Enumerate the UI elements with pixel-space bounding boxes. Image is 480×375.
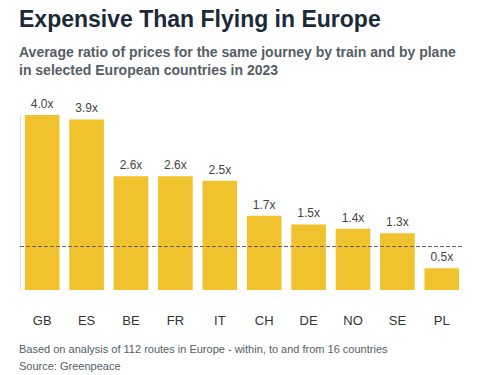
svg-text:1.3x: 1.3x — [386, 215, 409, 229]
svg-text:NO: NO — [343, 313, 363, 328]
svg-text:DE: DE — [300, 313, 318, 328]
svg-text:1.4x: 1.4x — [342, 211, 365, 225]
svg-text:0.5x: 0.5x — [430, 250, 453, 264]
svg-text:Average ratio of prices for th: Average ratio of prices for the same jou… — [19, 44, 460, 60]
svg-text:GB: GB — [33, 313, 52, 328]
svg-text:CH: CH — [255, 313, 274, 328]
svg-text:PL: PL — [434, 313, 450, 328]
svg-text:1.7x: 1.7x — [253, 198, 276, 212]
svg-text:ES: ES — [78, 313, 96, 328]
svg-text:2.6x: 2.6x — [120, 158, 143, 172]
svg-text:in selected European countries: in selected European countries in 2023 — [19, 62, 278, 78]
svg-text:Source: Greenpeace: Source: Greenpeace — [19, 360, 121, 372]
svg-text:SE: SE — [389, 313, 407, 328]
svg-text:3.9x: 3.9x — [75, 101, 98, 115]
svg-text:FR: FR — [167, 313, 184, 328]
svg-text:2.6x: 2.6x — [164, 158, 187, 172]
svg-text:2.5x: 2.5x — [208, 163, 231, 177]
svg-text:IT: IT — [214, 313, 226, 328]
svg-text:4.0x: 4.0x — [31, 97, 54, 111]
svg-text:Based on analysis of 112 route: Based on analysis of 112 routes in Europ… — [19, 343, 388, 355]
svg-text:Expensive Than Flying in Europ: Expensive Than Flying in Europe — [19, 6, 381, 32]
svg-text:BE: BE — [122, 313, 140, 328]
svg-text:1.5x: 1.5x — [297, 206, 320, 220]
